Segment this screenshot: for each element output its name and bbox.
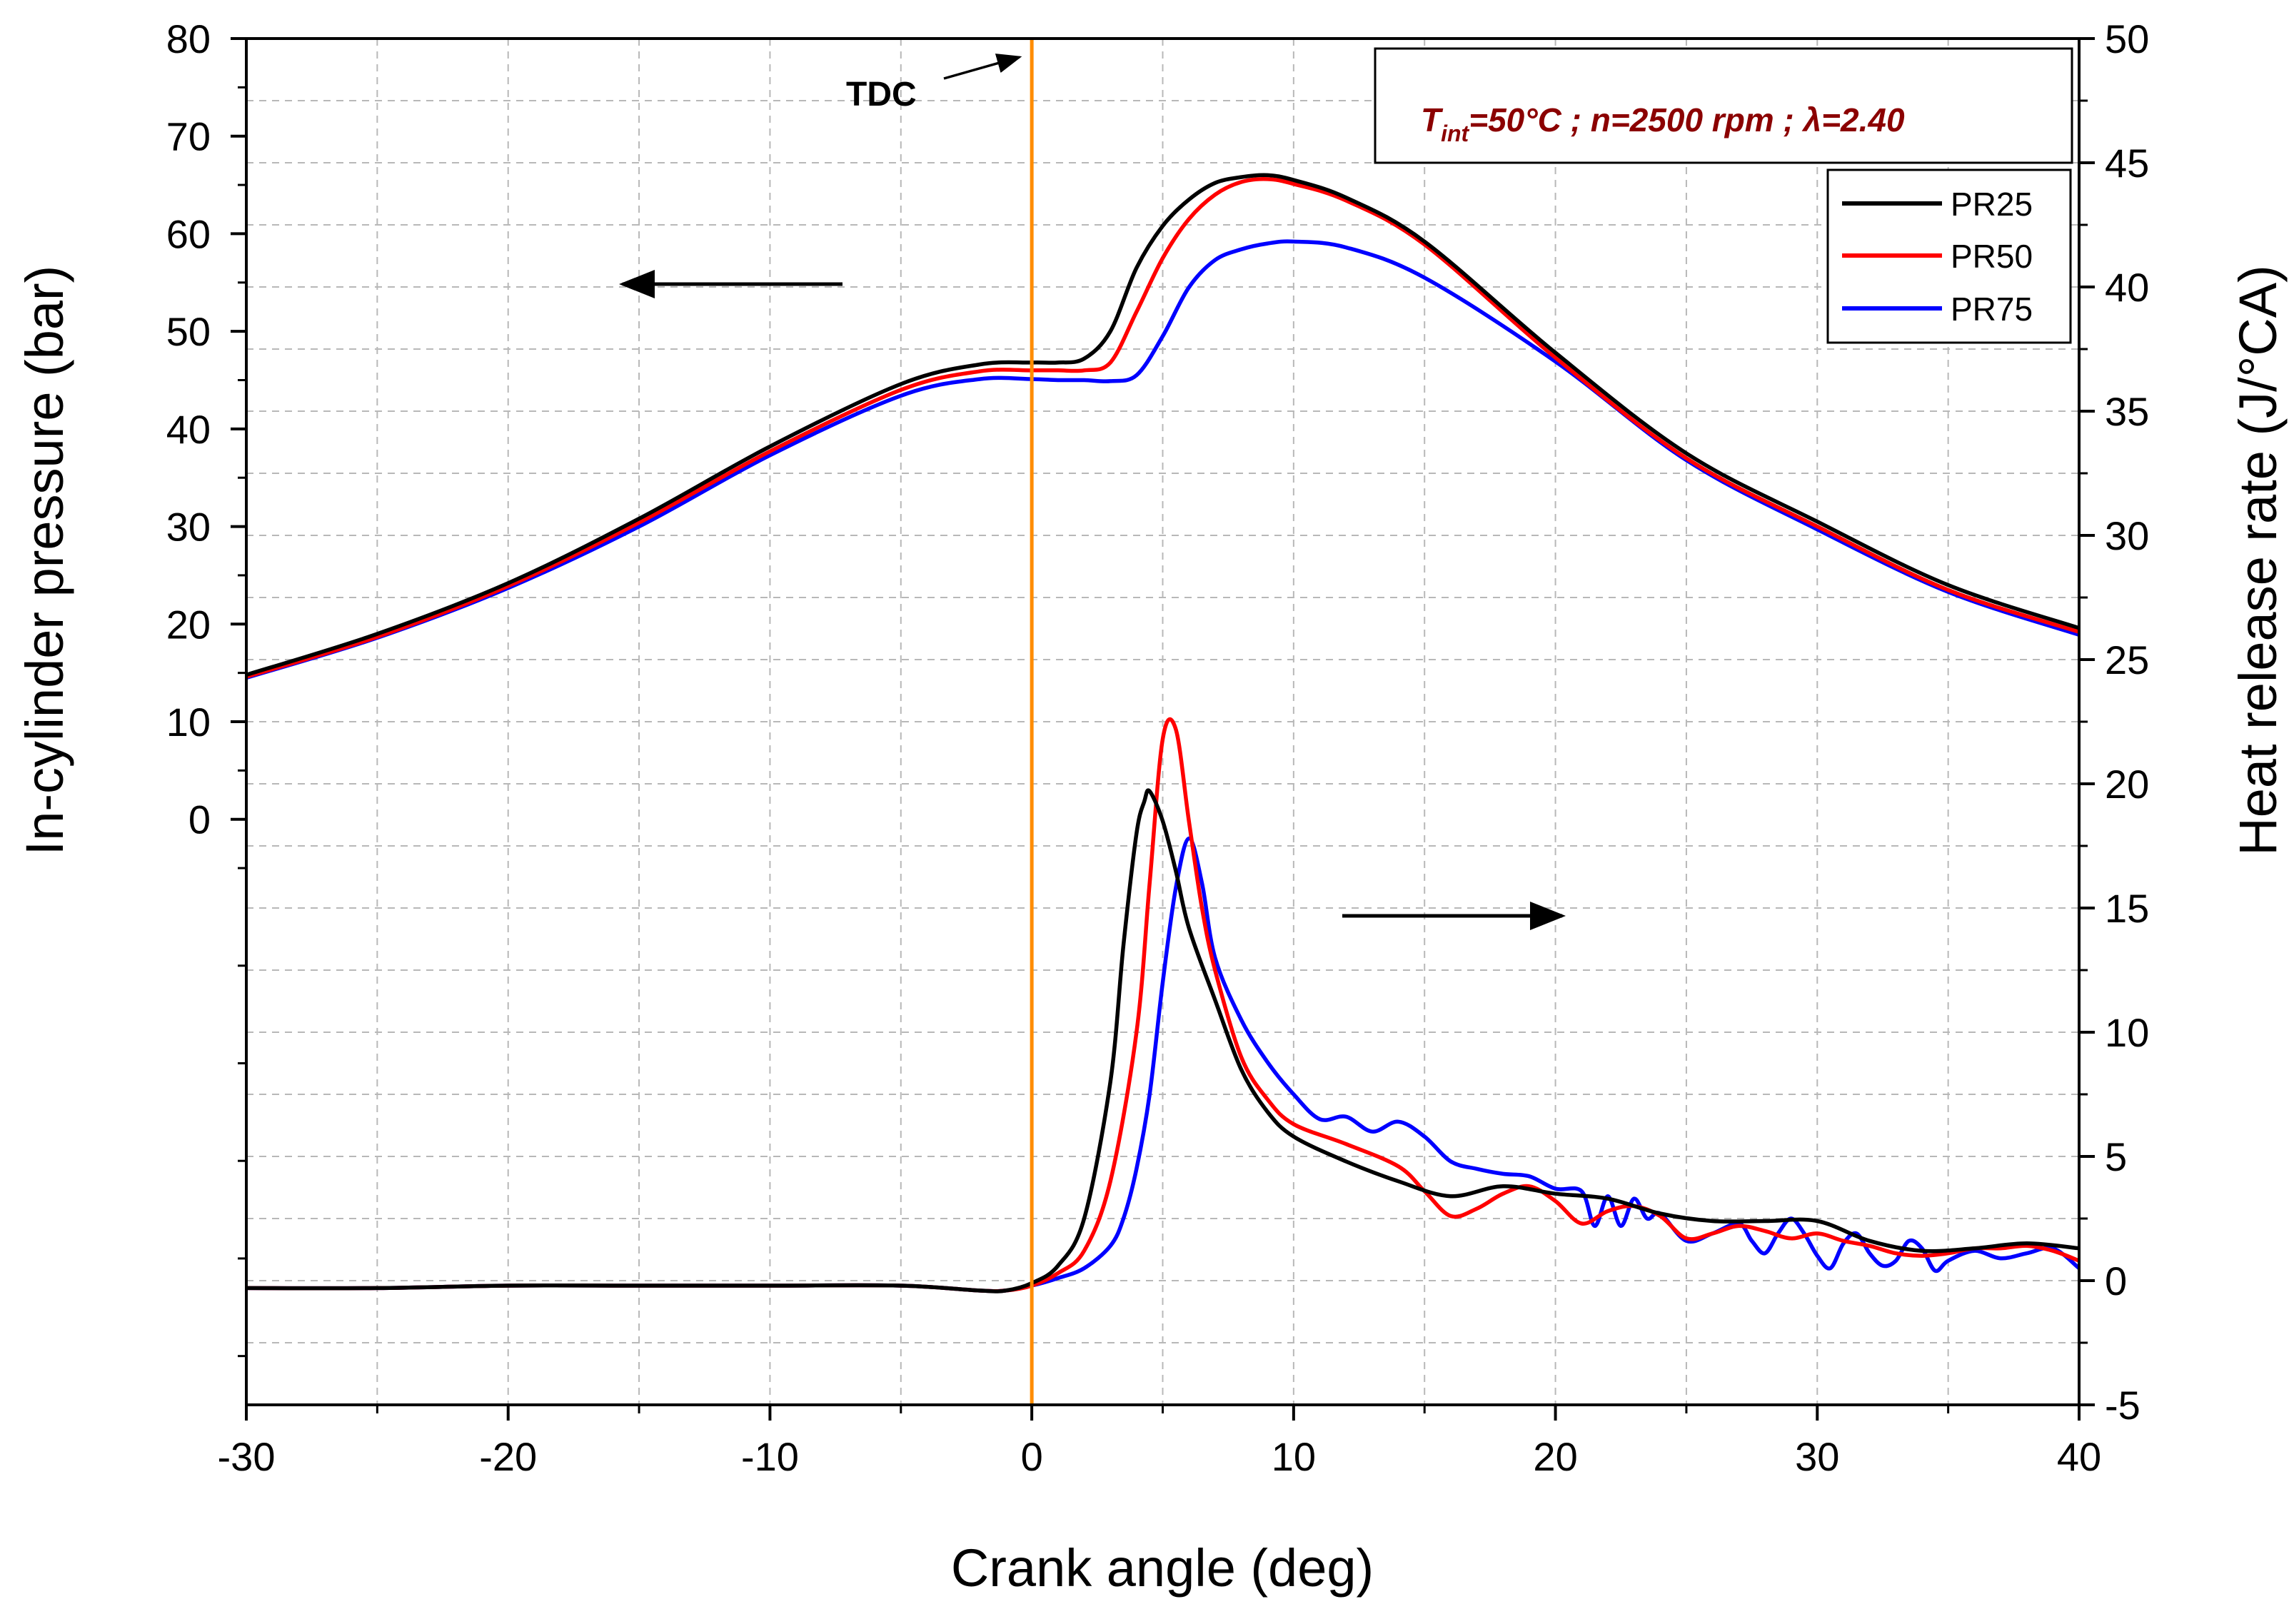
x-tick-label: 0 bbox=[1021, 1434, 1043, 1479]
legend-label-pr75: PR75 bbox=[1951, 291, 2033, 328]
y-left-tick-label: 80 bbox=[166, 16, 211, 61]
conditions-subscript: int bbox=[1441, 121, 1469, 146]
x-tick-label: 20 bbox=[1533, 1434, 1577, 1479]
y-right-tick-label: 25 bbox=[2105, 637, 2149, 682]
legend: PR25 PR50 PR75 bbox=[1826, 168, 2072, 344]
x-tick-label: 30 bbox=[1795, 1434, 1839, 1479]
conditions-box: Tint=50°C ; n=2500 rpm ; λ=2.40 bbox=[1374, 47, 2073, 164]
y-left-tick-label: 0 bbox=[188, 797, 211, 842]
y-right-tick-label: 5 bbox=[2105, 1134, 2127, 1179]
x-tick-label: -10 bbox=[741, 1434, 799, 1479]
pressure-series-pr50 bbox=[246, 177, 2080, 679]
legend-label-pr50: PR50 bbox=[1951, 238, 2033, 275]
tick-labels: -30 -20 -10 0 10 20 30 408070605040302010050454… bbox=[166, 16, 2150, 1479]
y-right-tick-label: 15 bbox=[2105, 886, 2149, 931]
tdc-label: TDC bbox=[846, 76, 917, 114]
y-right-tick-label: 50 bbox=[2105, 16, 2149, 61]
x-tick-label: -20 bbox=[479, 1434, 537, 1479]
tdc-pointer-arrow bbox=[943, 54, 1022, 80]
conditions-text: Tint=50°C ; n=2500 rpm ; λ=2.40 bbox=[1421, 101, 1905, 146]
y-left-tick-label: 50 bbox=[166, 309, 211, 354]
y-right-tick-label: 20 bbox=[2105, 762, 2149, 807]
y-left-tick-label: 70 bbox=[166, 114, 211, 159]
x-tick-label: 10 bbox=[1272, 1434, 1316, 1479]
y-right-tick-label: -5 bbox=[2105, 1383, 2140, 1428]
y-right-tick-label: 10 bbox=[2105, 1010, 2149, 1055]
x-tick-label: 40 bbox=[2057, 1434, 2101, 1479]
y-left-tick-label: 20 bbox=[166, 602, 211, 647]
y-left-tick-label: 10 bbox=[166, 700, 211, 745]
y-left-tick-label: 60 bbox=[166, 211, 211, 256]
y-right-tick-label: 0 bbox=[2105, 1259, 2127, 1303]
y-right-tick-label: 45 bbox=[2105, 141, 2149, 186]
conditions-t: T bbox=[1421, 101, 1444, 138]
y-left-axis-title: In-cylinder pressure (bar) bbox=[15, 266, 74, 856]
pressure-series-pr25 bbox=[246, 173, 2080, 677]
y-right-axis-title: Heat release rate (J/°CA) bbox=[2228, 265, 2288, 855]
tick-layer bbox=[231, 37, 2095, 1421]
y-right-tick-label: 40 bbox=[2105, 265, 2149, 310]
conditions-rest: =50°C ; n=2500 rpm ; λ=2.40 bbox=[1469, 101, 1905, 138]
x-axis-title: Crank angle (deg) bbox=[951, 1538, 1374, 1598]
legend-label-pr25: PR25 bbox=[1951, 186, 2033, 223]
y-right-tick-label: 30 bbox=[2105, 513, 2149, 558]
y-left-tick-label: 30 bbox=[166, 505, 211, 550]
heat-release-series-pr25 bbox=[246, 788, 2080, 1293]
y-right-tick-label: 35 bbox=[2105, 389, 2149, 434]
x-tick-label: -30 bbox=[218, 1434, 276, 1479]
y-left-tick-label: 40 bbox=[166, 407, 211, 452]
